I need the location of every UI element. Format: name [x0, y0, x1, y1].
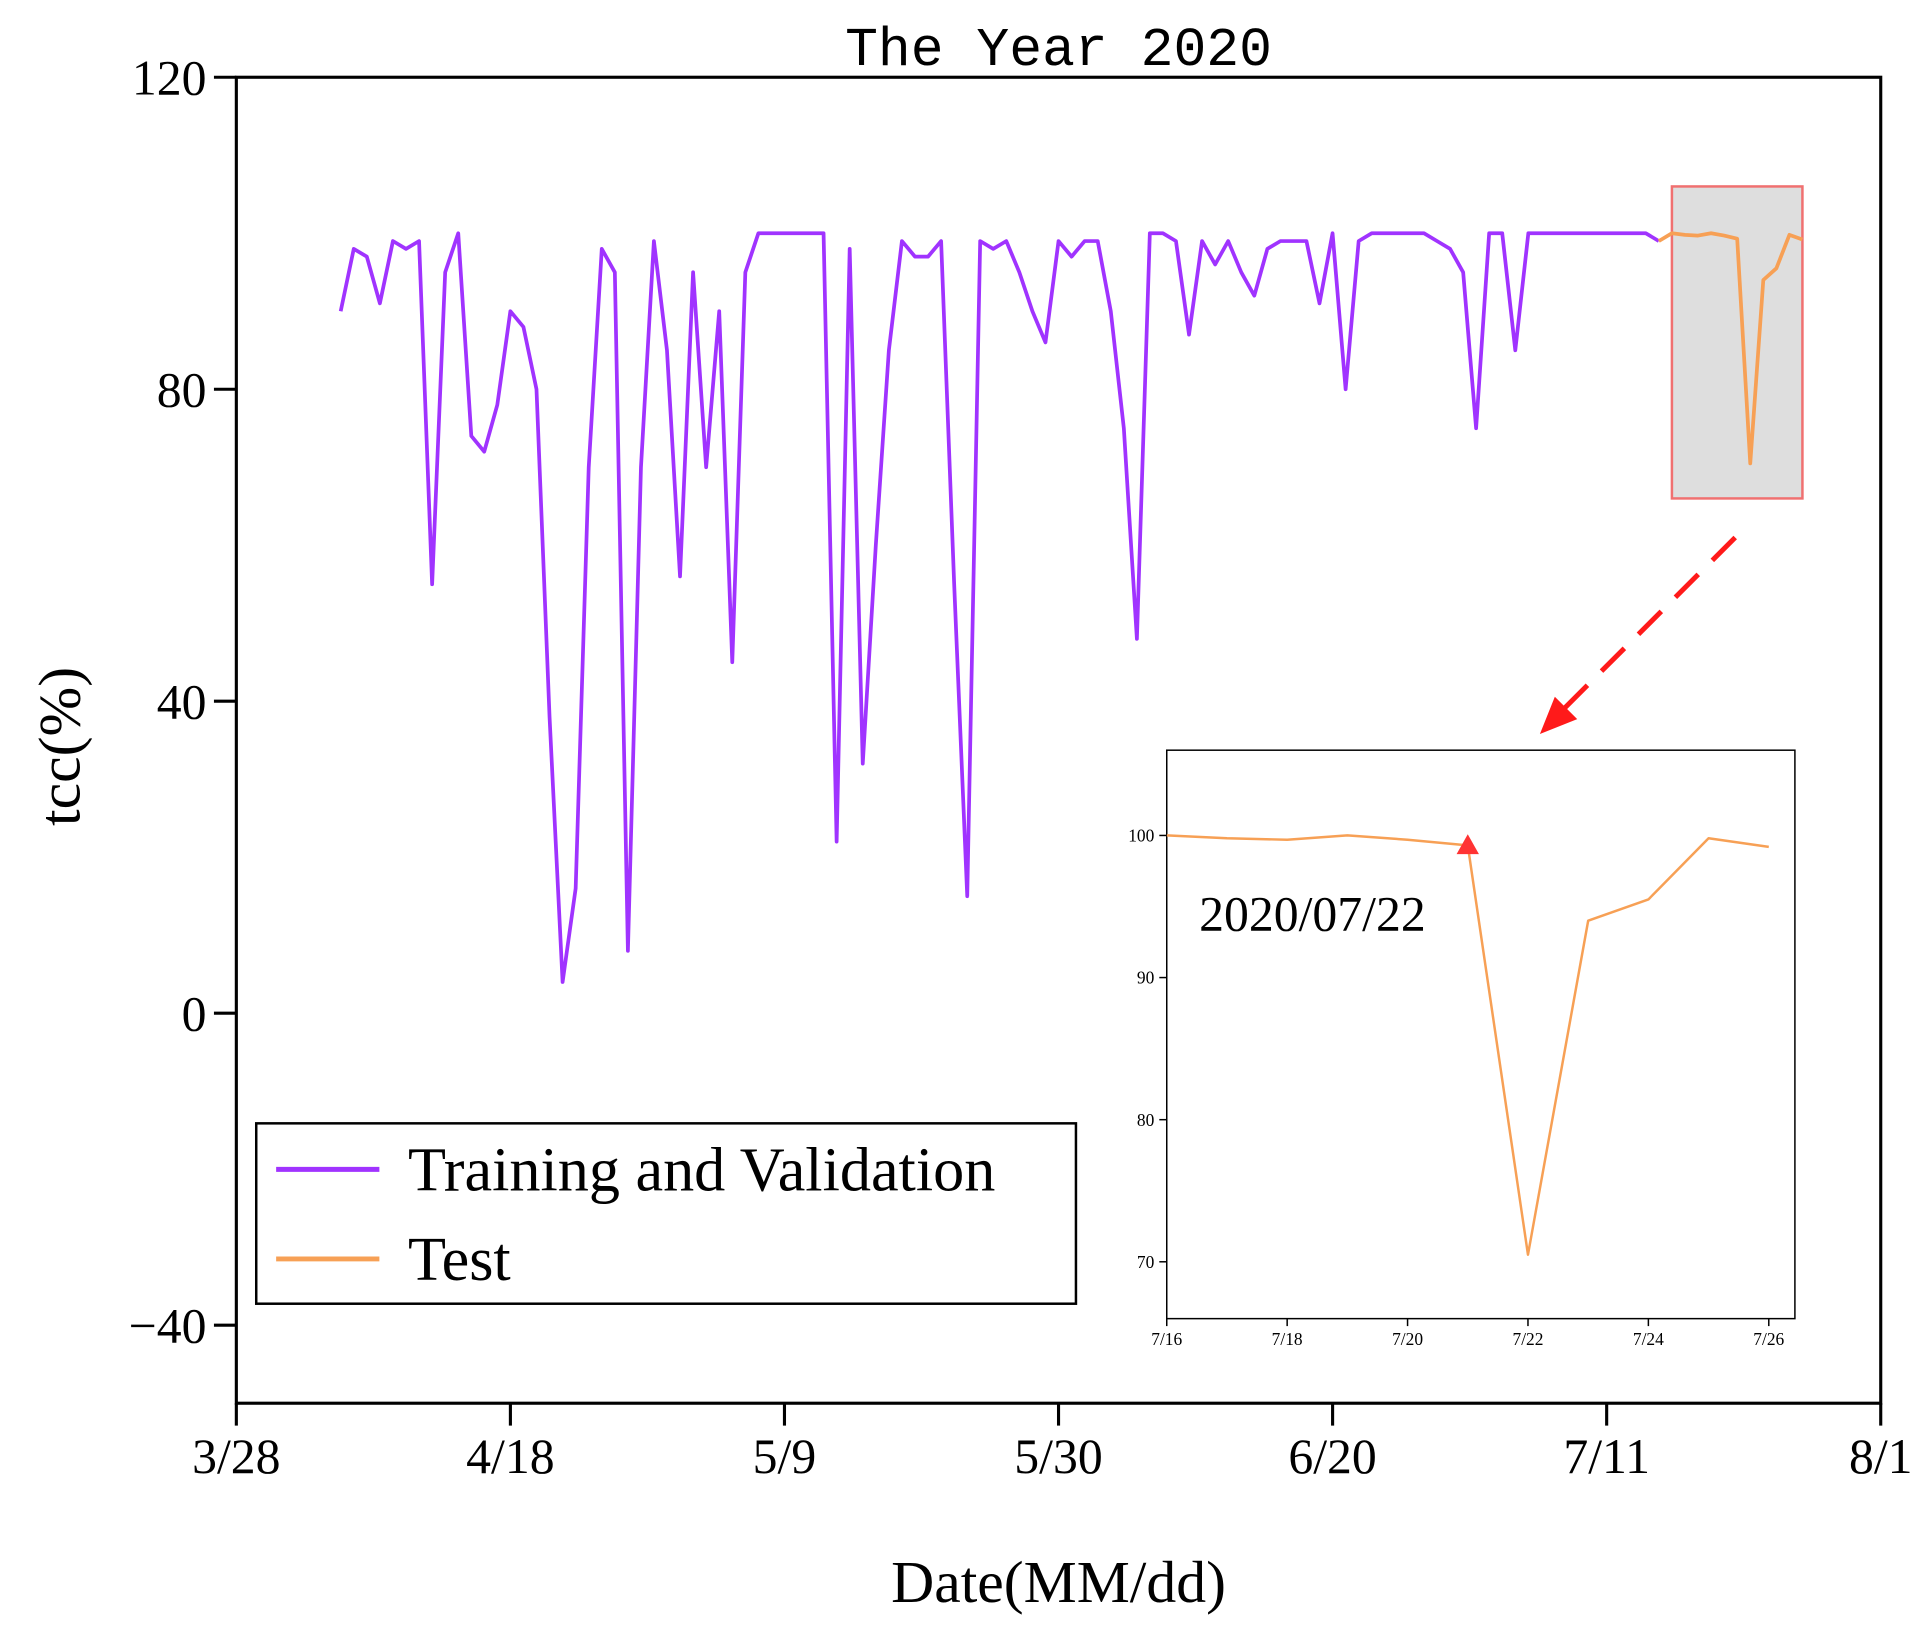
- legend-label: Test: [408, 1226, 511, 1294]
- x-tick-label: 3/28: [192, 1429, 280, 1484]
- y-axis-label: tcc(%): [27, 667, 93, 826]
- zoom-arrow-head: [1539, 696, 1578, 735]
- x-tick-label: 5/9: [753, 1429, 817, 1484]
- annotation: 2020/07/22: [1199, 887, 1426, 942]
- event-marker: [1456, 834, 1479, 855]
- x-tick-label: 7/24: [1633, 1329, 1664, 1349]
- plot-frame: [1166, 749, 1796, 1320]
- x-tick-label: 7/26: [1753, 1329, 1784, 1349]
- x-tick-label: 5/30: [1014, 1429, 1102, 1484]
- series-line: [338, 231, 1660, 984]
- series-line: [1657, 231, 1803, 466]
- legend: Training and Validation Test: [254, 1122, 1078, 1305]
- x-tick-label: 7/22: [1512, 1329, 1543, 1349]
- y-tick-label: 80: [1137, 1110, 1155, 1130]
- chart-title: The Year 2020: [845, 20, 1272, 82]
- y-tick-label: 40: [157, 675, 207, 730]
- y-tick-label: 80: [157, 363, 207, 418]
- x-tick-label: 4/18: [466, 1429, 554, 1484]
- x-tick-label: 7/16: [1151, 1329, 1182, 1349]
- main-plot: 120 80 40 0 −40 3/28 4/18 5/9 5/30 6/20 7/11 8/1 The…: [27, 20, 1913, 1615]
- y-tick-label: 100: [1128, 826, 1154, 846]
- x-tick-label: 7/18: [1272, 1329, 1303, 1349]
- y-tick-label: 90: [1137, 968, 1155, 988]
- x-axis-label: Date(MM/dd): [891, 1549, 1226, 1615]
- zoom-region: [1670, 185, 1804, 500]
- zoom-arrow: [1559, 535, 1737, 714]
- legend-box: [254, 1122, 1078, 1305]
- legend-label: Training and Validation: [408, 1137, 995, 1205]
- y-tick-label: 120: [132, 51, 207, 106]
- x-tick-label: 8/1: [1849, 1429, 1913, 1484]
- y-tick-label: −40: [129, 1299, 207, 1354]
- y-tick-label: 70: [1137, 1252, 1155, 1272]
- inset-background: [1166, 750, 1795, 1319]
- x-tick-label: 7/11: [1563, 1429, 1650, 1484]
- x-tick-label: 6/20: [1288, 1429, 1376, 1484]
- inset-plot: 70 80 90 100 7/16 7/18 7/20 7/22 7/24 7/26 2020/07…: [1128, 749, 1796, 1349]
- x-tick-label: 7/20: [1392, 1329, 1423, 1349]
- y-tick-label: 0: [182, 987, 207, 1042]
